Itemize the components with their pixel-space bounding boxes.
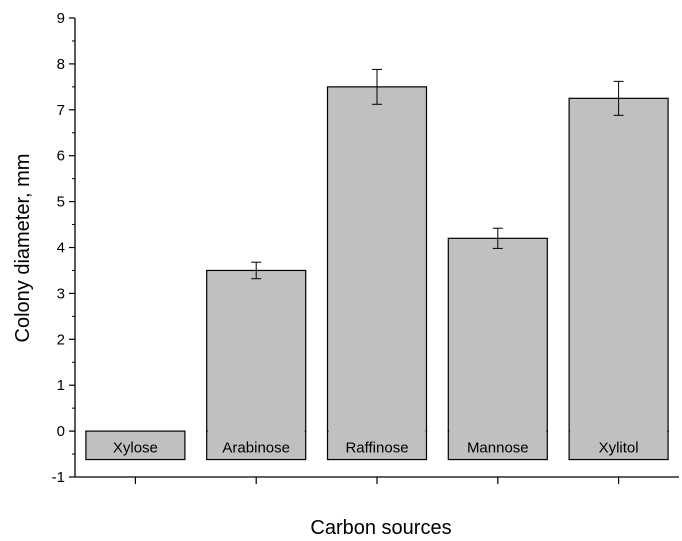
x-tick-label: Mannose [467, 440, 529, 457]
y-tick-label: 7 [57, 102, 65, 119]
tick-labels: -1 0 1 2 3 4 5 6 7 8 9 Xylose Arabinose Raffinose Mann… [52, 10, 639, 486]
bar-mannose [447, 237, 548, 432]
bar-raffinose [326, 86, 428, 432]
y-tick-label: 8 [57, 56, 65, 73]
x-tick-label: Xylitol [599, 440, 639, 457]
x-axis-label: Carbon sources [310, 517, 451, 539]
y-tick-label: 6 [57, 148, 65, 165]
bar-xylitol-base [568, 430, 669, 461]
y-tick-label: 5 [57, 194, 65, 211]
axes [69, 17, 679, 484]
x-tick-label: Raffinose [345, 440, 408, 457]
bar-raffinose-base [326, 430, 428, 461]
y-axis-label: Colony diameter, mm [12, 154, 34, 343]
x-tick-label: Xylose [113, 440, 158, 457]
y-tick-label: 2 [57, 331, 65, 348]
y-tick-label: 3 [57, 285, 65, 302]
bar-xylose-base [85, 430, 186, 461]
y-tick-label: 9 [57, 10, 65, 27]
y-tick-label: 1 [57, 377, 65, 394]
bars [85, 68, 669, 461]
y-tick-label: 0 [57, 423, 65, 440]
bar-arabinose [206, 269, 307, 432]
y-tick-label: 4 [57, 240, 65, 257]
y-tick-label: -1 [52, 469, 65, 486]
bar-xylitol [568, 97, 669, 432]
x-tick-label: Arabinose [222, 440, 290, 457]
bar-mannose-base [447, 430, 548, 461]
